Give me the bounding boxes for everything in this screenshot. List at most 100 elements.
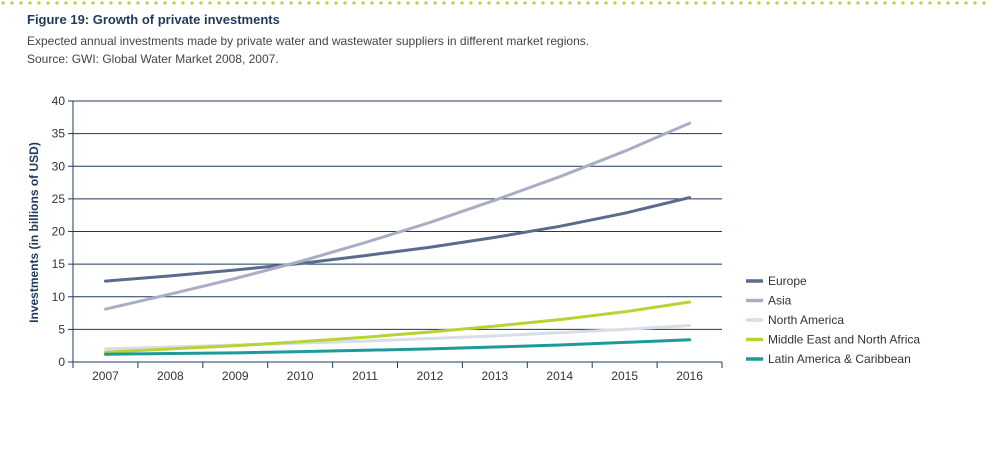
- rule-dot: [496, 1, 500, 5]
- y-tick-label: 25: [52, 192, 66, 206]
- rule-dot: [361, 1, 365, 5]
- rule-dot: [829, 1, 833, 5]
- rule-dot: [118, 1, 122, 5]
- legend-label: Latin America & Caribbean: [768, 352, 911, 366]
- rule-dot: [388, 1, 392, 5]
- rule-dot: [802, 1, 806, 5]
- rule-dot: [739, 1, 743, 5]
- rule-dot: [127, 1, 131, 5]
- rule-dot: [172, 1, 176, 5]
- rule-dot: [847, 1, 851, 5]
- rule-dot: [820, 1, 824, 5]
- rule-dot: [100, 1, 104, 5]
- rule-dot: [514, 1, 518, 5]
- rule-dot: [442, 1, 446, 5]
- rule-dot: [541, 1, 545, 5]
- rule-dot: [145, 1, 149, 5]
- rule-dot: [703, 1, 707, 5]
- rule-dot: [271, 1, 275, 5]
- rule-dot: [622, 1, 626, 5]
- rule-dot: [631, 1, 635, 5]
- rule-dot: [676, 1, 680, 5]
- rule-dot: [523, 1, 527, 5]
- rule-dot: [136, 1, 140, 5]
- rule-dot: [64, 1, 68, 5]
- figure-subtitle: Expected annual investments made by priv…: [27, 34, 590, 48]
- rule-dot: [928, 1, 932, 5]
- rule-dot: [865, 1, 869, 5]
- rule-dot: [19, 1, 23, 5]
- rule-dot: [919, 1, 923, 5]
- y-tick-label: 40: [52, 94, 66, 108]
- rule-dot: [28, 1, 32, 5]
- x-tick-label: 2016: [676, 369, 703, 383]
- dotted-top-rule: [1, 1, 986, 5]
- rule-dot: [82, 1, 86, 5]
- rule-dot: [712, 1, 716, 5]
- y-tick-label: 30: [52, 159, 66, 173]
- rule-dot: [10, 1, 14, 5]
- series-line-latin-america-caribbean: [104, 338, 692, 356]
- rule-dot: [550, 1, 554, 5]
- rule-dot: [910, 1, 914, 5]
- rule-dot: [397, 1, 401, 5]
- rule-dot: [604, 1, 608, 5]
- x-tick-label: 2012: [417, 369, 444, 383]
- rule-dot: [334, 1, 338, 5]
- rule-dot: [640, 1, 644, 5]
- rule-dot: [964, 1, 968, 5]
- x-tick-label: 2013: [481, 369, 508, 383]
- x-tick-label: 2008: [157, 369, 184, 383]
- rule-dot: [883, 1, 887, 5]
- rule-dot: [937, 1, 941, 5]
- rule-dot: [226, 1, 230, 5]
- rule-dot: [784, 1, 788, 5]
- y-tick-label: 20: [52, 225, 66, 239]
- x-tick-label: 2011: [352, 369, 378, 383]
- rule-dot: [325, 1, 329, 5]
- rule-dot: [280, 1, 284, 5]
- rule-dot: [55, 1, 59, 5]
- series-line-middle-east-and-north-africa: [104, 300, 692, 354]
- rule-dot: [730, 1, 734, 5]
- rule-dot: [298, 1, 302, 5]
- rule-dot: [199, 1, 203, 5]
- rule-dot: [487, 1, 491, 5]
- rule-dot: [460, 1, 464, 5]
- legend-label: Europe: [768, 274, 807, 288]
- rule-dot: [505, 1, 509, 5]
- rule-dot: [109, 1, 113, 5]
- rule-dot: [811, 1, 815, 5]
- rule-dot: [568, 1, 572, 5]
- rule-dot: [955, 1, 959, 5]
- rule-dot: [46, 1, 50, 5]
- y-tick-label: 0: [58, 355, 65, 369]
- rule-dot: [685, 1, 689, 5]
- rule-dot: [235, 1, 239, 5]
- rule-dot: [163, 1, 167, 5]
- x-tick-label: 2015: [611, 369, 638, 383]
- rule-dot: [217, 1, 221, 5]
- rule-dot: [982, 1, 986, 5]
- rule-dot: [721, 1, 725, 5]
- rule-dot: [892, 1, 896, 5]
- series-line-asia: [104, 121, 692, 311]
- rule-dot: [973, 1, 977, 5]
- rule-dot: [352, 1, 356, 5]
- rule-dot: [289, 1, 293, 5]
- figure-source: Source: GWI: Global Water Market 2008, 2…: [27, 52, 279, 66]
- rule-dot: [154, 1, 158, 5]
- rule-dot: [766, 1, 770, 5]
- rule-dot: [379, 1, 383, 5]
- rule-dot: [1, 1, 5, 5]
- y-tick-label: 5: [58, 322, 65, 336]
- rule-dot: [343, 1, 347, 5]
- rule-dot: [694, 1, 698, 5]
- rule-dot: [181, 1, 185, 5]
- rule-dot: [433, 1, 437, 5]
- rule-dot: [370, 1, 374, 5]
- rule-dot: [451, 1, 455, 5]
- rule-dot: [73, 1, 77, 5]
- rule-dot: [37, 1, 41, 5]
- rule-dot: [577, 1, 581, 5]
